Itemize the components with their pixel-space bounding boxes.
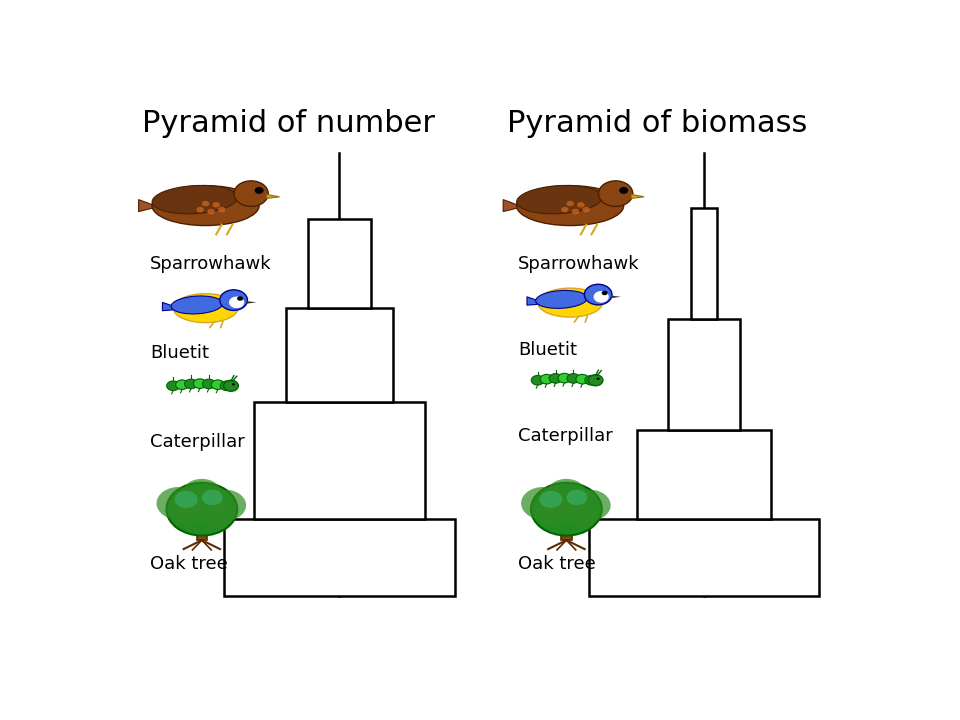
Circle shape xyxy=(566,490,588,505)
Circle shape xyxy=(565,503,599,527)
Circle shape xyxy=(546,479,587,508)
Polygon shape xyxy=(503,199,519,212)
Circle shape xyxy=(588,374,603,386)
Text: Bluetit: Bluetit xyxy=(150,344,208,362)
Circle shape xyxy=(224,380,238,391)
Text: Oak tree: Oak tree xyxy=(518,555,596,573)
Polygon shape xyxy=(267,194,279,199)
Circle shape xyxy=(202,490,223,505)
Text: Oak tree: Oak tree xyxy=(150,555,228,573)
Circle shape xyxy=(171,500,207,526)
Circle shape xyxy=(204,490,246,521)
Circle shape xyxy=(535,500,571,526)
Bar xyxy=(224,519,455,596)
Ellipse shape xyxy=(171,296,223,314)
Circle shape xyxy=(234,181,268,207)
Ellipse shape xyxy=(516,186,624,225)
Circle shape xyxy=(561,207,568,212)
Circle shape xyxy=(583,207,590,212)
Bar xyxy=(668,319,740,430)
Circle shape xyxy=(598,181,633,207)
Bar xyxy=(588,519,820,596)
Circle shape xyxy=(194,379,206,388)
Circle shape xyxy=(182,479,222,508)
Circle shape xyxy=(585,284,612,305)
Circle shape xyxy=(576,374,588,384)
Circle shape xyxy=(211,380,225,390)
Ellipse shape xyxy=(536,290,588,308)
Text: Caterpillar: Caterpillar xyxy=(150,433,245,451)
Text: Caterpillar: Caterpillar xyxy=(518,428,612,446)
Ellipse shape xyxy=(516,186,602,214)
Text: Pyramid of biomass: Pyramid of biomass xyxy=(507,109,807,138)
Circle shape xyxy=(585,375,598,385)
Bar xyxy=(637,430,771,519)
Circle shape xyxy=(184,379,198,389)
Text: Sparrowhawk: Sparrowhawk xyxy=(150,256,272,274)
Circle shape xyxy=(577,202,585,207)
Text: Pyramid of number: Pyramid of number xyxy=(142,109,435,138)
Circle shape xyxy=(203,379,215,389)
Text: Bluetit: Bluetit xyxy=(518,341,577,359)
Ellipse shape xyxy=(152,186,237,214)
Bar xyxy=(197,517,207,540)
Circle shape xyxy=(521,487,564,520)
Circle shape xyxy=(596,377,600,380)
Bar xyxy=(308,220,371,308)
Circle shape xyxy=(202,201,209,207)
Bar xyxy=(286,308,393,402)
Circle shape xyxy=(540,491,563,508)
Circle shape xyxy=(549,374,562,383)
Bar xyxy=(562,517,571,540)
Circle shape xyxy=(255,188,263,193)
Circle shape xyxy=(201,503,234,527)
Polygon shape xyxy=(247,301,256,304)
Circle shape xyxy=(207,209,215,215)
Circle shape xyxy=(212,202,220,207)
Circle shape xyxy=(197,207,204,212)
Ellipse shape xyxy=(538,288,603,317)
Circle shape xyxy=(540,374,553,384)
Circle shape xyxy=(176,380,188,390)
Circle shape xyxy=(175,491,198,508)
Ellipse shape xyxy=(152,186,259,225)
Circle shape xyxy=(594,292,608,302)
Text: Sparrowhawk: Sparrowhawk xyxy=(518,256,639,274)
Bar xyxy=(253,402,425,519)
Circle shape xyxy=(566,201,574,207)
Bar xyxy=(690,208,717,319)
Circle shape xyxy=(218,207,226,212)
Circle shape xyxy=(232,383,235,385)
Circle shape xyxy=(531,482,602,536)
Circle shape xyxy=(156,487,201,520)
Circle shape xyxy=(220,381,233,390)
Circle shape xyxy=(558,373,571,383)
Circle shape xyxy=(572,209,579,215)
Polygon shape xyxy=(527,297,540,305)
Circle shape xyxy=(167,381,180,390)
Circle shape xyxy=(602,291,608,295)
Polygon shape xyxy=(612,295,621,298)
Circle shape xyxy=(166,482,237,536)
Polygon shape xyxy=(162,302,175,311)
Circle shape xyxy=(569,490,611,521)
Circle shape xyxy=(531,375,544,385)
Polygon shape xyxy=(631,194,644,199)
Ellipse shape xyxy=(173,294,238,323)
Circle shape xyxy=(567,374,580,383)
Circle shape xyxy=(237,296,243,301)
Circle shape xyxy=(620,188,628,193)
Circle shape xyxy=(229,297,244,307)
Polygon shape xyxy=(138,199,155,212)
Circle shape xyxy=(220,290,248,310)
